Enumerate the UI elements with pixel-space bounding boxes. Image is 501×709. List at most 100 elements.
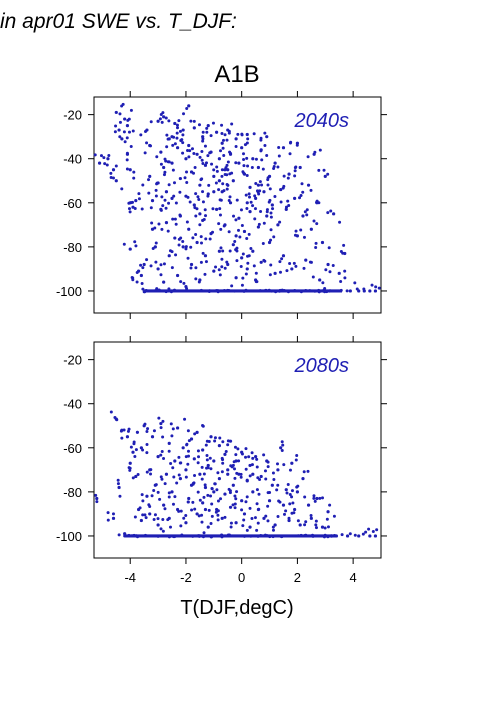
data-point-cluster [203,208,207,212]
data-point-cluster [194,192,198,196]
y-tick-label: -100 [56,529,82,544]
data-point-cluster [194,232,198,236]
data-point-cluster [153,513,157,517]
data-point-cluster [238,235,242,239]
data-point-cluster [275,462,279,466]
floor-point [256,534,260,538]
data-point-cluster [245,236,249,240]
data-point-cluster [312,496,316,500]
data-point-cluster [172,475,176,479]
data-point-cluster [129,108,133,112]
data-point-cluster [205,130,209,134]
data-point [217,179,221,183]
data-point-cluster [276,165,280,169]
data-point-cluster [133,240,137,244]
data-point-cluster [105,163,109,167]
floor-point [173,535,177,539]
data-point-cluster [175,123,179,127]
data-point [265,214,269,218]
floor-point [222,289,226,293]
data-point-cluster [183,417,187,421]
data-point [111,168,116,172]
data-point-cluster [141,513,145,517]
data-point [284,207,288,212]
data-point-cluster [204,443,208,447]
data-point-cluster [217,222,221,226]
data-point-cluster [361,532,365,536]
data-point [97,161,102,165]
data-point [173,121,177,126]
data-point-cluster [193,165,197,169]
data-point [284,488,288,492]
data-point-cluster [233,502,237,506]
data-point [212,459,216,463]
data-point-cluster [296,484,300,488]
floor-point [311,533,315,537]
data-point-cluster [298,196,302,200]
data-point-cluster [229,521,233,525]
data-point-cluster [194,214,198,218]
data-point-cluster [210,502,214,506]
data-point-cluster [145,430,149,434]
data-point-cluster [201,423,205,427]
data-point-cluster [228,150,232,154]
data-point-cluster [122,242,126,246]
data-point [187,496,191,501]
data-point-cluster [95,500,99,504]
data-point-cluster [200,177,204,181]
data-point [164,472,169,476]
data-point-cluster [207,508,211,512]
floor-point [264,288,268,292]
data-point-cluster [163,482,167,486]
data-point-cluster [314,526,318,530]
data-point-cluster [371,529,375,533]
data-point-cluster [120,187,124,191]
data-point-cluster [269,263,273,267]
data-point [198,183,202,187]
data-point [248,210,252,214]
data-point-cluster [329,209,333,213]
data-point-cluster [282,174,286,178]
data-point-cluster [177,243,181,247]
data-point [279,187,283,192]
data-point-cluster [220,168,224,172]
data-point-cluster [202,531,206,535]
data-point-cluster [157,222,161,226]
data-point [301,477,305,481]
data-point-cluster [245,207,249,211]
data-point-cluster [143,422,147,426]
data-point-cluster [203,144,207,148]
data-point [192,457,196,461]
data-point-cluster [232,214,236,218]
data-point-cluster [107,154,111,158]
data-point-cluster [328,503,332,507]
data-point [170,490,174,494]
floor-point [156,534,160,538]
data-point-cluster [161,435,165,439]
data-point-cluster [286,483,290,487]
data-point-cluster [265,153,269,157]
floor-point [304,533,308,537]
data-point [245,267,249,271]
data-point [293,196,297,200]
data-point-cluster [265,210,269,214]
data-point-cluster [201,251,205,255]
data-point-cluster [222,189,226,193]
data-point-cluster [323,287,327,291]
data-point-cluster [188,200,192,204]
data-point [217,157,221,161]
data-point-cluster [106,518,110,522]
data-point-cluster [236,228,240,232]
data-point [251,249,255,253]
data-point-cluster [140,281,144,285]
data-point-cluster [266,460,270,464]
data-point-cluster [171,143,175,147]
data-point-cluster [218,213,222,217]
data-point [134,198,138,203]
data-point-cluster [173,142,177,146]
data-point-cluster [230,284,234,288]
data-point-cluster [145,451,149,455]
data-point-cluster [208,237,212,241]
data-point-cluster [131,129,135,133]
data-point [164,221,169,225]
